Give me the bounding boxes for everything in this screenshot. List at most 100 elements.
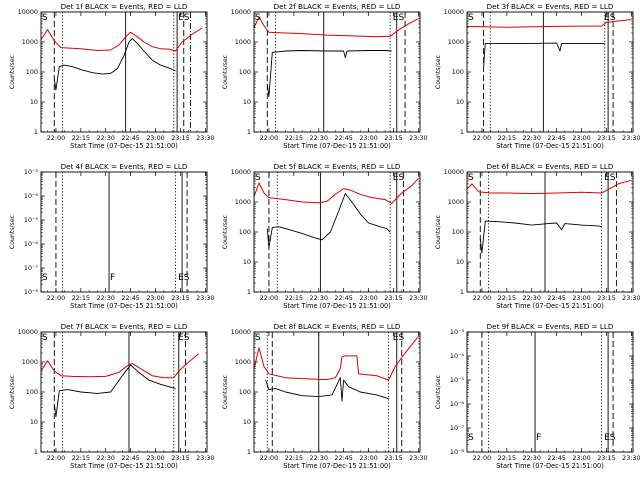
x-axis-label: Start Time (07-Dec-15 21:51:00) (283, 142, 391, 150)
y-tick-label: 1 (247, 448, 251, 456)
event-flag-label: F (110, 273, 115, 283)
y-tick-label: 10000 (18, 328, 38, 336)
event-flag-label: S (468, 173, 474, 183)
y-tick-label: 10⁻³ (24, 168, 39, 176)
x-tick-label: 22:15 (285, 134, 303, 142)
y-tick-label: 10⁻⁵ (24, 216, 39, 224)
plot-frame (40, 171, 208, 293)
x-axis-label: Start Time (07-Dec-15 21:51:00) (496, 462, 604, 470)
plot-frame (40, 11, 208, 133)
y-tick-label: 1 (460, 128, 464, 136)
x-tick-label: 22:00 (47, 454, 65, 462)
y-tick-label: 10 (30, 98, 38, 106)
x-tick-label: 23:30 (409, 294, 427, 302)
x-tick-label: 22:00 (260, 134, 278, 142)
panel-title: Det 4f BLACK = Events, RED = LLD (61, 162, 188, 171)
y-tick-label: 10⁻³ (450, 328, 465, 336)
lld-series-line (466, 19, 632, 28)
event-flag-label: ES (178, 273, 190, 283)
event-flag-label: S (468, 433, 474, 443)
y-tick-label: 10⁻⁸ (450, 448, 465, 456)
detector-panel: Det 8f BLACK = Events, RED = LLD 1 10 100 10… (222, 322, 428, 470)
x-tick-label: 23:15 (384, 454, 402, 462)
y-tick-label: 1000 (235, 358, 251, 366)
plot-frame (253, 171, 421, 293)
event-flag-label: S (255, 333, 261, 343)
x-tick-label: 22:45 (334, 134, 352, 142)
x-tick-label: 22:30 (523, 294, 541, 302)
x-tick-label: 22:15 (285, 294, 303, 302)
x-tick-label: 22:15 (498, 454, 516, 462)
x-tick-label: 22:30 (310, 134, 328, 142)
panel-title: Det 6f BLACK = Events, RED = LLD (487, 162, 614, 171)
plot-frame (40, 331, 208, 453)
x-tick-label: 22:00 (473, 134, 491, 142)
x-axis-label: Start Time (07-Dec-15 21:51:00) (496, 302, 604, 310)
x-tick-label: 23:00 (359, 454, 377, 462)
lld-series-line (253, 336, 419, 381)
y-tick-label: 1000 (22, 38, 38, 46)
plot-frame (466, 331, 634, 453)
x-tick-label: 22:00 (473, 294, 491, 302)
x-tick-label: 23:30 (196, 454, 214, 462)
x-tick-label: 23:15 (597, 294, 615, 302)
x-axis-label: Start Time (07-Dec-15 21:51:00) (283, 302, 391, 310)
x-tick-label: 22:45 (121, 294, 139, 302)
x-tick-label: 23:15 (384, 134, 402, 142)
y-tick-label: 1 (34, 128, 38, 136)
x-axis-label: Start Time (07-Dec-15 21:51:00) (70, 462, 178, 470)
x-tick-label: 23:00 (572, 134, 590, 142)
x-tick-label: 23:30 (196, 134, 214, 142)
y-tick-label: 10000 (231, 8, 251, 16)
y-tick-label: 1 (247, 288, 251, 296)
y-axis-label: Counts/sec (9, 374, 16, 409)
x-tick-label: 23:15 (384, 294, 402, 302)
detector-panel: Det 3f BLACK = Events, RED = LLD 1 10 100 10… (435, 2, 640, 150)
y-tick-label: 10000 (444, 8, 464, 16)
panel-title: Det 9f BLACK = Events, RED = LLD (487, 322, 614, 331)
x-tick-label: 23:00 (146, 134, 164, 142)
x-tick-label: 22:30 (97, 294, 115, 302)
x-tick-label: 22:30 (523, 134, 541, 142)
detector-panel: Det 7f BLACK = Events, RED = LLD 1 10 100 10… (9, 322, 215, 470)
y-tick-label: 10000 (444, 168, 464, 176)
x-tick-label: 23:15 (597, 454, 615, 462)
x-tick-label: 23:30 (196, 294, 214, 302)
x-tick-label: 23:30 (409, 134, 427, 142)
y-tick-label: 10⁻⁷ (24, 264, 39, 272)
y-tick-label: 1000 (235, 198, 251, 206)
lld-series-line (466, 179, 632, 195)
lld-series-line (253, 16, 419, 38)
y-tick-label: 10 (30, 418, 38, 426)
events-series-line (265, 377, 389, 402)
event-flag-label: ES (393, 173, 405, 183)
x-tick-label: 22:15 (72, 294, 90, 302)
plot-frame (253, 331, 421, 453)
event-flag-label: S (42, 273, 48, 283)
y-tick-label: 10⁻⁵ (450, 376, 465, 384)
event-flag-label: S (468, 13, 474, 23)
y-tick-label: 1 (460, 288, 464, 296)
events-series-line (483, 42, 605, 67)
event-flag-label: F (536, 433, 541, 443)
y-tick-label: 10000 (231, 168, 251, 176)
x-tick-label: 22:15 (285, 454, 303, 462)
x-tick-label: 23:00 (146, 294, 164, 302)
event-flag-label: S (255, 13, 261, 23)
lld-series-line (40, 353, 200, 379)
x-tick-label: 23:30 (622, 134, 640, 142)
detector-panel: Det 1f BLACK = Events, RED = LLD 1 10 100 10… (9, 2, 215, 150)
y-tick-label: 100 (239, 68, 251, 76)
y-tick-label: 10⁻⁸ (24, 288, 39, 296)
x-tick-label: 22:45 (334, 454, 352, 462)
x-axis-label: Start Time (07-Dec-15 21:51:00) (283, 462, 391, 470)
x-tick-label: 22:45 (547, 294, 565, 302)
x-tick-label: 22:00 (473, 454, 491, 462)
y-axis-label: Counts/sec (9, 54, 16, 89)
y-tick-label: 10 (456, 258, 464, 266)
y-tick-label: 100 (452, 228, 464, 236)
plot-frame (466, 11, 634, 133)
detector-panel: Det 5f BLACK = Events, RED = LLD 1 10 100 10… (222, 162, 428, 310)
y-tick-label: 10 (456, 98, 464, 106)
